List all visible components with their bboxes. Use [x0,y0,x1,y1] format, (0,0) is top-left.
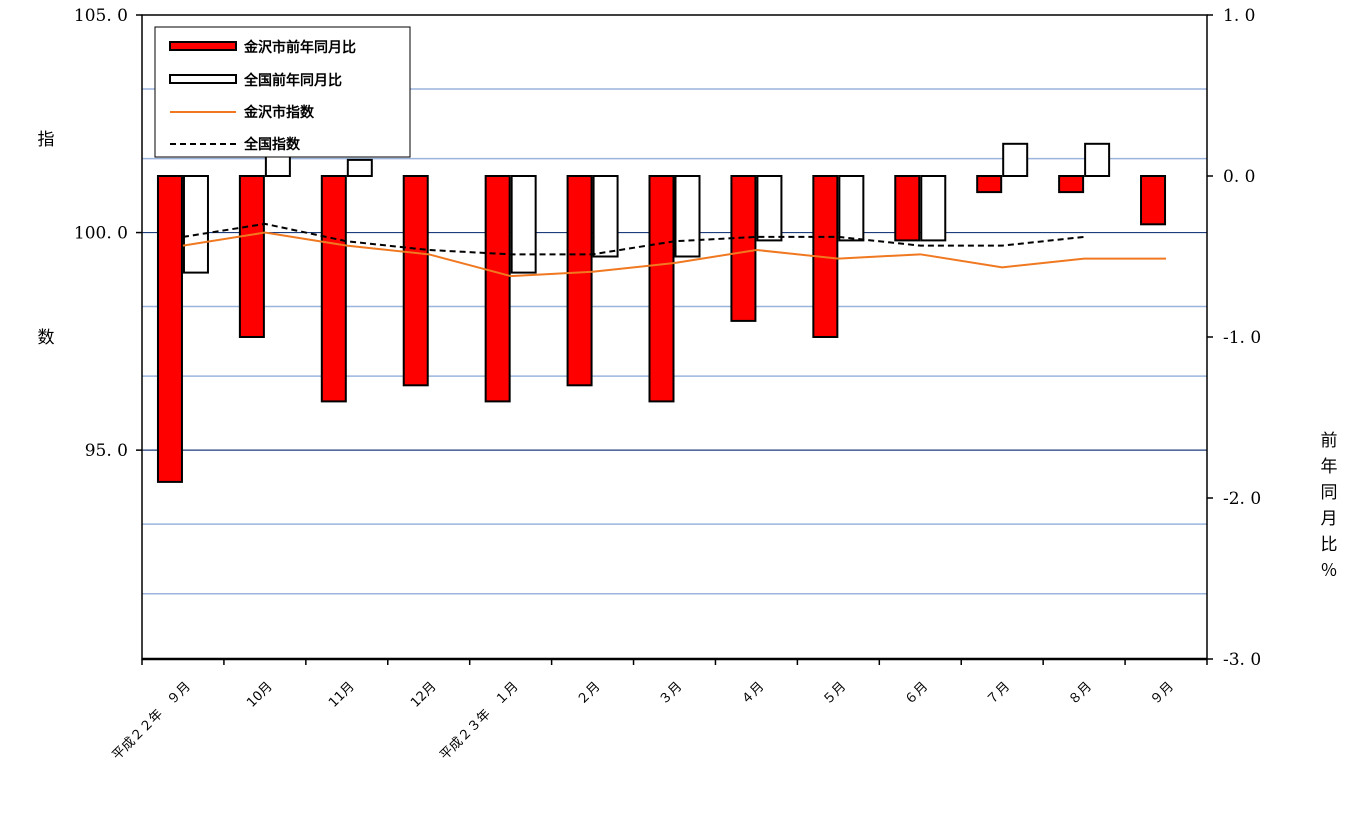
line-national-index [182,222,1085,256]
bar-kanazawa-yoy [238,175,265,338]
bar-kanazawa-yoy [730,175,757,322]
bars [156,142,1167,483]
right-axis-label: 比 [1321,535,1338,555]
x-tick-label: ８月 [1066,679,1095,708]
legend-label: 金沢市前年同月比 [243,39,356,56]
bar-national-yoy [346,158,373,177]
x-tick-label: 10月 [244,679,275,710]
left-axis-label: 指 [38,130,55,150]
line-kanazawa-index [182,231,1167,278]
bar-kanazawa-yoy [156,175,183,483]
bar-national-yoy [182,175,209,274]
left-tick-label: 100. 0 [74,224,128,244]
right-tick-label: -2. 0 [1223,489,1261,509]
x-tick-label: ３月 [656,679,685,708]
bar-kanazawa-yoy [320,175,347,403]
bar-national-yoy [920,175,947,242]
bar-kanazawa-yoy [566,175,593,387]
right-tick-label: 0. 0 [1223,167,1255,187]
bar-kanazawa-yoy [894,175,921,242]
right-tick-label: -1. 0 [1223,328,1261,348]
x-tick-label: 平成２２年 ９月 [110,679,194,763]
bar-national-yoy [1002,142,1029,178]
right-axis-label: 同 [1321,483,1338,503]
x-tick-label: ９月 [1148,679,1177,708]
x-tick-label: ７月 [984,679,1013,708]
legend-label: 金沢市指数 [243,104,315,121]
bar-national-yoy [838,175,865,242]
bar-national-yoy [1084,142,1111,178]
right-axis-label: ％ [1321,561,1338,581]
left-tick-label: 95. 0 [85,441,128,461]
left-tick-label: 105. 0 [74,6,128,26]
x-tick-label: ５月 [820,679,849,708]
right-axis-label: 前 [1321,431,1338,451]
bar-national-yoy [674,175,701,258]
x-tick-label: ６月 [902,679,931,708]
bar-national-yoy [510,175,537,274]
bar-kanazawa-yoy [648,175,675,403]
right-tick-label: -3. 0 [1223,650,1261,670]
bar-national-yoy [592,175,619,258]
legend-label: 全国指数 [243,136,301,153]
legend-label: 全国前年同月比 [243,72,342,89]
legend-swatch [169,41,237,51]
x-tick-label: ４月 [738,679,767,708]
bar-national-yoy [756,175,783,242]
x-tick-label: 平成２３年 １月 [437,679,521,763]
x-tick-label: ２月 [574,679,603,708]
bar-kanazawa-yoy [976,175,1003,194]
legend-swatch [169,74,237,84]
bar-kanazawa-yoy [1058,175,1085,194]
index-lines [182,222,1167,278]
bar-kanazawa-yoy [484,175,511,403]
bar-kanazawa-yoy [1140,175,1167,226]
right-axis-label: 月 [1321,509,1338,529]
x-tick-label: 11月 [326,679,357,710]
right-tick-label: 1. 0 [1223,6,1255,26]
left-axis-label: 数 [38,328,55,348]
x-tick-label: 12月 [408,679,439,710]
right-axis-label: 年 [1321,457,1338,477]
bar-kanazawa-yoy [402,175,429,387]
